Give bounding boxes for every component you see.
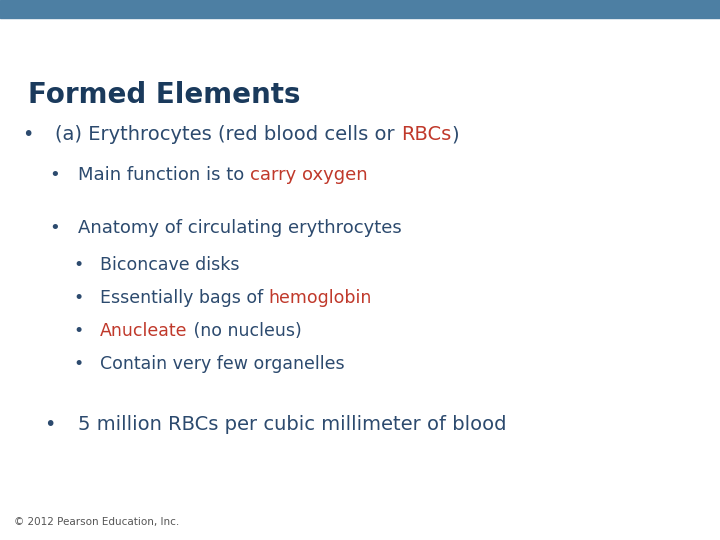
Text: Contain very few organelles: Contain very few organelles	[100, 355, 345, 373]
Text: hemoglobin: hemoglobin	[269, 289, 372, 307]
Bar	[0, 0, 720, 18]
Text: Anatomy of circulating erythrocytes: Anatomy of circulating erythrocytes	[78, 219, 402, 237]
Text: •: •	[74, 289, 84, 307]
Text: ): )	[451, 125, 459, 145]
Text: carry oxygen: carry oxygen	[250, 166, 368, 184]
Text: •: •	[45, 415, 55, 434]
Text: •: •	[74, 355, 84, 373]
Text: Essentially bags of: Essentially bags of	[100, 289, 269, 307]
Text: •: •	[74, 256, 84, 274]
Text: (no nucleus): (no nucleus)	[187, 322, 301, 340]
Text: 5 million RBCs per cubic millimeter of blood: 5 million RBCs per cubic millimeter of b…	[78, 415, 506, 434]
Text: •: •	[50, 166, 60, 184]
Text: RBCs: RBCs	[401, 125, 451, 145]
Text: Biconcave disks: Biconcave disks	[100, 256, 240, 274]
Text: © 2012 Pearson Education, Inc.: © 2012 Pearson Education, Inc.	[14, 517, 179, 527]
Text: •: •	[22, 125, 34, 145]
Text: Main function is to: Main function is to	[78, 166, 250, 184]
Text: Anucleate: Anucleate	[100, 322, 187, 340]
Text: •: •	[74, 322, 84, 340]
Text: (a) Erythrocytes (red blood cells or: (a) Erythrocytes (red blood cells or	[55, 125, 401, 145]
Text: •: •	[50, 219, 60, 237]
Text: Formed Elements: Formed Elements	[28, 81, 300, 109]
